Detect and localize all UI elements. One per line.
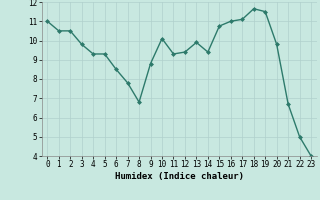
X-axis label: Humidex (Indice chaleur): Humidex (Indice chaleur) <box>115 172 244 181</box>
